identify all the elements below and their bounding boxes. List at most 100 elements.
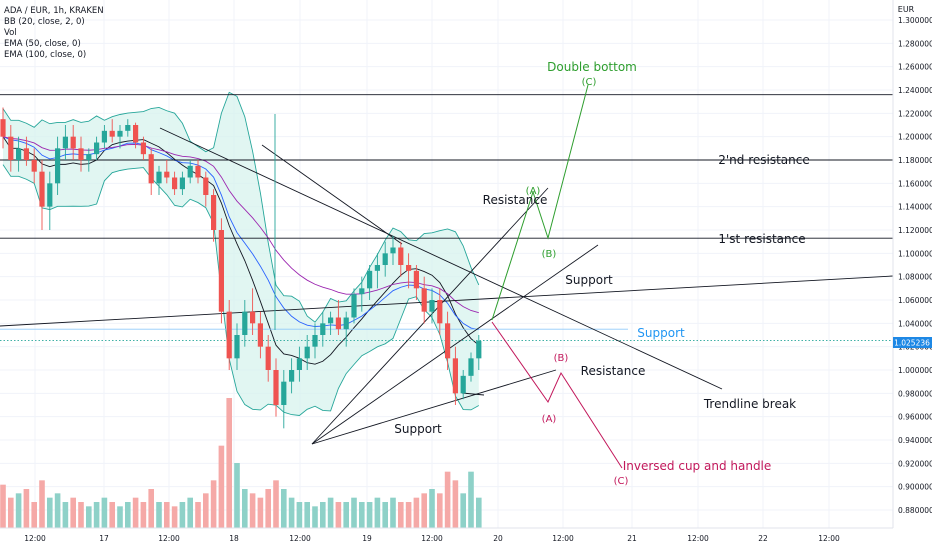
inversed-cup-handle-label: Inversed cup and handle	[623, 459, 772, 473]
x-tick-label: 19	[362, 534, 372, 543]
x-tick-label: 12:00	[421, 534, 443, 543]
candle-body	[218, 230, 224, 312]
candle-body	[273, 370, 279, 405]
volume-bar	[187, 497, 193, 528]
currency-label: EUR	[898, 5, 915, 14]
wave-b-crimson-label: (B)	[554, 353, 569, 364]
bollinger-bands	[2, 91, 480, 416]
volume-bar	[164, 502, 170, 528]
volume-bar	[140, 502, 147, 528]
time-axis[interactable]: 12:00 17 12:00 18 12:00 19 12:00 20 12:00 21 12:00…	[0, 527, 893, 543]
volume-bar	[47, 497, 53, 528]
legend-vol: Vol	[4, 28, 17, 38]
candle-body	[398, 247, 404, 265]
volume-bar	[156, 502, 162, 528]
volume-bar	[327, 497, 334, 528]
wave-a-crimson-label: (A)	[542, 414, 557, 425]
y-tick-label: 1.180000	[898, 156, 932, 165]
x-tick-label: 17	[99, 534, 109, 543]
y-tick-label: 0.880000	[898, 506, 932, 515]
volume-bar	[405, 502, 412, 528]
wave-c-green-label: (C)	[582, 77, 597, 88]
y-tick-label: 0.940000	[898, 436, 932, 445]
fan-line-mid	[311, 244, 599, 445]
support-bottom-line	[311, 369, 557, 445]
x-tick-label: 18	[229, 534, 239, 543]
trendlines	[0, 84, 894, 469]
candle-body	[101, 130, 107, 143]
candle-body	[328, 317, 334, 324]
volume-bar	[413, 497, 420, 528]
volume-bar	[335, 502, 342, 528]
volume-bar	[390, 497, 396, 528]
candle-body	[211, 195, 217, 230]
candle-body	[0, 119, 6, 137]
x-tick-label: 20	[493, 534, 503, 543]
volume-bar	[15, 493, 22, 528]
y-tick-label: 1.220000	[898, 109, 932, 118]
volume-bar	[171, 506, 178, 528]
candle-body	[320, 323, 326, 335]
candle-body	[343, 317, 349, 330]
wave-b-green-label: (B)	[542, 249, 557, 260]
candle-body	[156, 171, 162, 184]
wave-a-green-label: (A)	[526, 186, 541, 197]
volume-bars	[0, 398, 482, 528]
volume-bar	[249, 493, 256, 528]
resistance-upper-label: Resistance	[483, 193, 548, 207]
volume-bar	[93, 502, 100, 528]
volume-bar	[460, 493, 466, 528]
volume-bar	[23, 489, 30, 528]
y-tick-label: 1.140000	[898, 203, 932, 212]
volume-bar	[242, 489, 248, 528]
wave-c-crimson-label: (C)	[614, 476, 629, 487]
bb-upper-line	[2, 91, 480, 323]
volume-bar	[421, 493, 427, 528]
volume-bar	[78, 502, 84, 528]
candle-body	[429, 300, 435, 312]
candle-body	[179, 177, 185, 190]
bb-basis-line	[2, 136, 480, 365]
volume-bar	[234, 463, 240, 528]
y-tick-label: 1.260000	[898, 63, 932, 72]
candle-body	[39, 171, 45, 207]
y-tick-label: 0.960000	[898, 413, 932, 422]
volume-bar	[366, 502, 373, 528]
support-bottom-label: Support	[394, 422, 442, 436]
volume-bar	[8, 497, 14, 528]
legend-ema50: EMA (50, close, 0)	[4, 39, 81, 49]
candle-body	[265, 346, 271, 370]
volume-bar	[39, 480, 45, 528]
candle-body	[367, 270, 373, 289]
volume-bar	[312, 506, 318, 528]
volume-bar	[203, 493, 209, 528]
volume-bar	[444, 471, 451, 528]
volume-bar	[304, 502, 310, 528]
y-tick-label: 1.200000	[898, 133, 932, 142]
last-price-label: 1.025236	[894, 339, 930, 348]
candle-body	[421, 288, 427, 312]
candle-body	[335, 317, 341, 330]
crimson-wave-path	[491, 321, 623, 469]
horizontal-level-label: 1'st resistance	[718, 232, 805, 246]
candle-body	[226, 311, 232, 359]
volume-bar	[320, 502, 326, 528]
candle-body	[281, 381, 287, 405]
candle-body	[172, 177, 178, 190]
volume-bar	[468, 471, 474, 528]
volume-bar	[257, 497, 264, 528]
volume-bar	[281, 489, 287, 528]
volume-bar	[429, 489, 435, 528]
annotations: Double bottom (C) (A) (B) Resistance Support S…	[394, 60, 809, 487]
volume-bar	[265, 489, 271, 528]
volume-bar	[351, 497, 357, 528]
candle-body	[257, 323, 263, 347]
y-tick-label: 1.100000	[898, 249, 932, 258]
volume-bar	[31, 502, 37, 528]
y-tick-label: 1.060000	[898, 296, 932, 305]
support-blue-label: Support	[637, 326, 685, 340]
green-wave-path	[491, 84, 589, 321]
bb-fill	[3, 92, 479, 416]
candle-body	[31, 160, 37, 172]
